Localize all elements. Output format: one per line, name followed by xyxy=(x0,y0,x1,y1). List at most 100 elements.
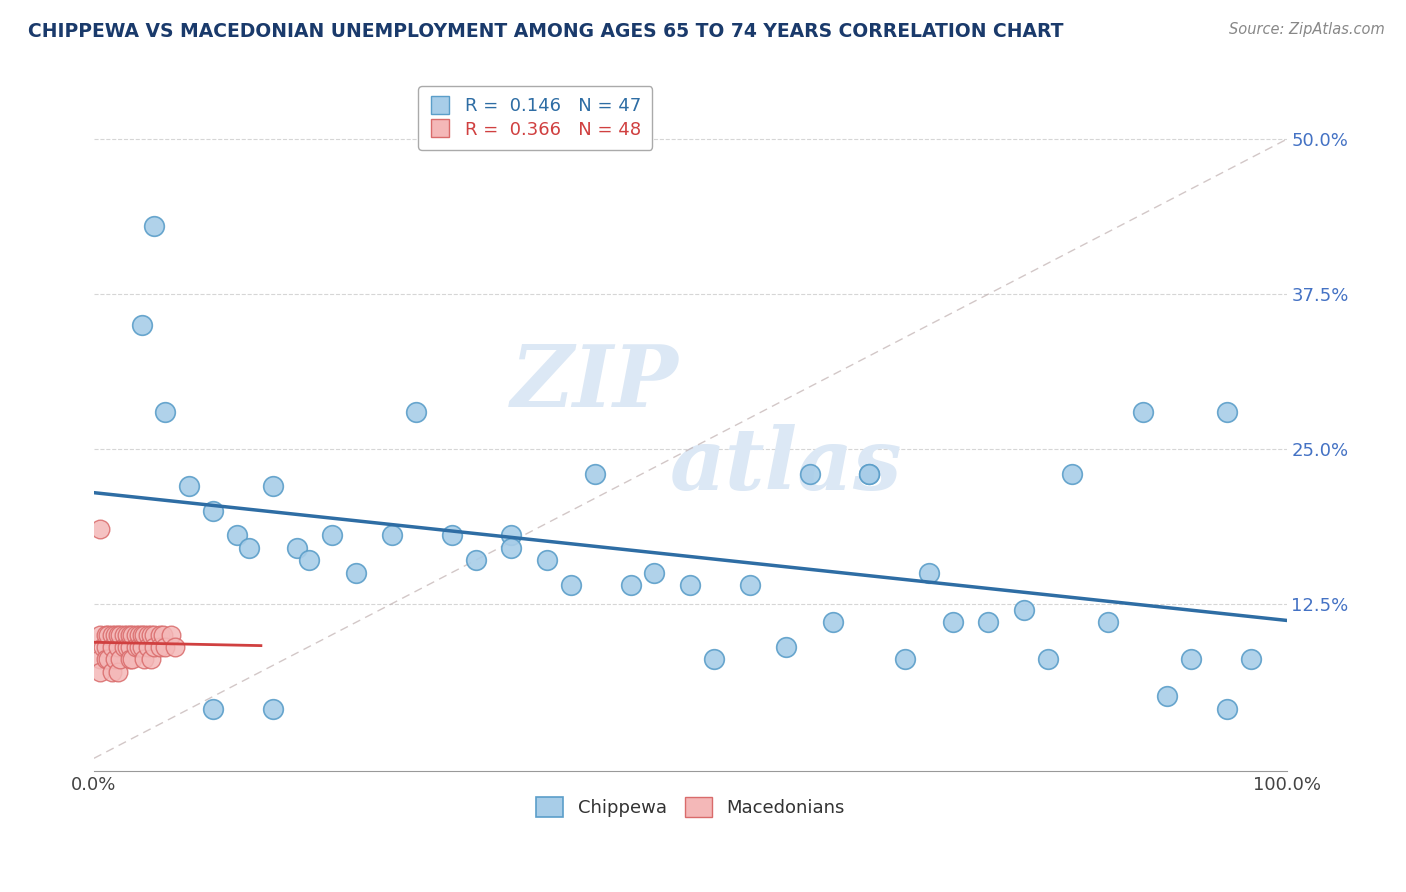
Point xyxy=(112,640,135,654)
Point xyxy=(1156,690,1178,704)
Point xyxy=(93,640,115,654)
Point xyxy=(1097,615,1119,629)
Point xyxy=(297,553,319,567)
Point xyxy=(148,640,170,654)
Point xyxy=(285,541,308,555)
Point xyxy=(101,640,124,654)
Point xyxy=(1132,405,1154,419)
Point xyxy=(94,627,117,641)
Point xyxy=(160,627,183,641)
Point xyxy=(89,665,111,679)
Point xyxy=(501,528,523,542)
Point xyxy=(142,219,165,233)
Point xyxy=(142,627,165,641)
Point xyxy=(583,467,606,481)
Point xyxy=(141,627,163,641)
Point xyxy=(501,541,523,555)
Point xyxy=(112,627,135,641)
Point xyxy=(94,652,117,666)
Point xyxy=(136,640,159,654)
Point xyxy=(121,652,143,666)
Point xyxy=(132,627,155,641)
Point xyxy=(823,615,845,629)
Point xyxy=(101,665,124,679)
Point xyxy=(344,566,367,580)
Point xyxy=(560,578,582,592)
Point xyxy=(118,640,141,654)
Point xyxy=(131,627,153,641)
Point xyxy=(238,541,260,555)
Point xyxy=(464,553,486,567)
Point xyxy=(440,528,463,542)
Point xyxy=(107,627,129,641)
Point xyxy=(155,640,177,654)
Point xyxy=(128,627,150,641)
Point xyxy=(918,566,941,580)
Point xyxy=(775,640,797,654)
Text: ZIP: ZIP xyxy=(510,341,679,425)
Point xyxy=(202,702,225,716)
Point xyxy=(202,504,225,518)
Point xyxy=(894,652,917,666)
Point xyxy=(94,640,117,654)
Text: atlas: atlas xyxy=(669,424,901,508)
Point xyxy=(163,640,186,654)
Point xyxy=(1240,652,1263,666)
Point xyxy=(97,652,120,666)
Point xyxy=(141,652,163,666)
Point xyxy=(679,578,702,592)
Point xyxy=(799,467,821,481)
Point xyxy=(977,615,1000,629)
Point xyxy=(101,627,124,641)
Point xyxy=(536,553,558,567)
Point xyxy=(97,627,120,641)
Point xyxy=(179,479,201,493)
Point xyxy=(118,627,141,641)
Point xyxy=(620,578,643,592)
Point xyxy=(121,627,143,641)
Point xyxy=(1012,603,1035,617)
Point xyxy=(643,566,665,580)
Point xyxy=(262,479,284,493)
Point xyxy=(1216,405,1239,419)
Point xyxy=(132,652,155,666)
Point xyxy=(405,405,427,419)
Point xyxy=(118,652,141,666)
Point xyxy=(117,640,139,654)
Point xyxy=(858,467,880,481)
Point xyxy=(124,640,146,654)
Point xyxy=(858,467,880,481)
Point xyxy=(131,640,153,654)
Point xyxy=(128,640,150,654)
Point xyxy=(321,528,343,542)
Point xyxy=(136,627,159,641)
Point xyxy=(262,702,284,716)
Point xyxy=(89,627,111,641)
Point xyxy=(148,627,170,641)
Point xyxy=(1180,652,1202,666)
Point xyxy=(381,528,404,542)
Point xyxy=(155,405,177,419)
Text: CHIPPEWA VS MACEDONIAN UNEMPLOYMENT AMONG AGES 65 TO 74 YEARS CORRELATION CHART: CHIPPEWA VS MACEDONIAN UNEMPLOYMENT AMON… xyxy=(28,22,1063,41)
Legend: Chippewa, Macedonians: Chippewa, Macedonians xyxy=(529,789,852,824)
Point xyxy=(89,522,111,536)
Point xyxy=(1036,652,1059,666)
Point xyxy=(117,627,139,641)
Point xyxy=(1216,702,1239,716)
Point xyxy=(131,318,153,332)
Point xyxy=(226,528,249,542)
Point xyxy=(152,627,174,641)
Point xyxy=(1060,467,1083,481)
Point xyxy=(942,615,965,629)
Point xyxy=(104,627,127,641)
Point xyxy=(142,640,165,654)
Point xyxy=(107,640,129,654)
Point xyxy=(104,652,127,666)
Point xyxy=(108,627,131,641)
Point xyxy=(738,578,761,592)
Point xyxy=(703,652,725,666)
Point xyxy=(124,627,146,641)
Point xyxy=(108,652,131,666)
Point xyxy=(107,665,129,679)
Text: Source: ZipAtlas.com: Source: ZipAtlas.com xyxy=(1229,22,1385,37)
